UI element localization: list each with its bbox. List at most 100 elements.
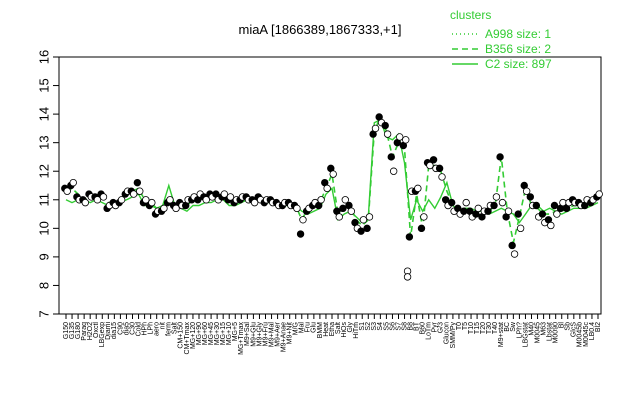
legend-entry-label: A998 size: 1 [485,27,551,41]
data-point-open [371,124,380,133]
x-tick-label: HiOs [341,322,348,338]
data-point-open [329,170,337,178]
x-tick-label: Salt [172,322,179,334]
x-tick-label: M9+Glu [250,322,257,347]
x-tick-label: M0045b [577,322,584,347]
data-point-open [420,213,428,221]
data-point-open [317,196,325,204]
x-tick-label: LoTm [426,322,433,340]
y-tick-label: 7 [36,310,51,317]
data-point-open [414,184,422,193]
x-tick-label: BMM [317,322,324,339]
x-tick-label: Lbstat [546,322,553,341]
x-tick-label: M0045 [534,322,541,344]
data-point-open [359,216,368,224]
data-point-open [166,196,174,204]
data-point-open [389,167,398,175]
x-tick-label: M9+Sal [244,322,251,346]
x-tick-label: LBGexp [99,322,106,347]
x-tick-label: M40 [528,322,535,336]
x-tick-label: dia5 [123,322,130,335]
data-point-open [293,204,301,213]
x-tick-label: M9+Fru [262,322,269,346]
x-tick-label: S5 [383,322,390,331]
data-point-open [498,198,507,207]
x-tick-label: Cold [135,322,142,337]
x-tick-label: SMM/Py [450,322,457,349]
data-point-open [136,187,144,195]
data-point-open [341,196,349,204]
x-tick-label: BC [504,322,511,332]
data-point-open [160,204,168,213]
x-tick-label: T30 [486,322,493,334]
data-point-open [335,213,343,221]
data-point-filled [526,193,534,201]
data-point-filled [490,201,498,210]
x-tick-label: G/3 [438,322,445,333]
x-tick-label: aero [154,322,161,336]
x-tick-label: Pyr [432,321,439,332]
x-tick-label: MG+30 [214,322,221,345]
x-tick-label: Salt [335,322,342,334]
data-point-open [474,204,482,213]
data-point-filled [363,224,371,233]
x-tick-label: M0045c [583,322,590,347]
x-tick-label: S3 [371,322,378,331]
data-point-open [504,207,513,215]
data-point-open [365,213,374,221]
x-tick-label: S4 [377,322,384,331]
x-tick-label: Glucon [444,322,451,344]
data-point-open [142,196,150,204]
x-tick-label: C30 [129,322,136,335]
x-tick-label: M9+Anae [280,322,287,352]
data-point-open [226,193,235,201]
x-tick-label: S7 [395,322,402,331]
data-point-open [510,250,519,258]
x-tick-label: Heat [323,322,330,337]
data-point-filled [296,230,305,238]
x-tick-label: ferm [166,322,173,336]
x-tick-label: T20 [480,322,487,334]
data-point-open [93,196,102,204]
x-tick-label: B60 [420,322,427,335]
data-point-open [129,190,138,198]
legend-entry-label: C2 size: 897 [485,57,552,71]
y-tick-label: 11 [36,193,51,207]
data-point-filled [550,201,559,210]
data-point-open [63,187,71,195]
data-point-open [250,198,259,207]
y-tick-label: 16 [36,50,51,64]
plot-frame [58,56,602,315]
x-tick-label: Fru [305,322,312,333]
data-point-filled [435,164,444,173]
data-point-open [81,198,90,207]
legend-title: clusters [450,8,491,22]
x-tick-label: M9+Nit [287,322,294,344]
data-point-filled [417,224,426,233]
y-tick-label: 14 [36,107,51,121]
x-tick-label: G150 [63,322,70,339]
data-point-filled [514,210,522,218]
x-tick-label: T10 [468,322,475,334]
x-tick-label: CM+Tmax [184,322,191,355]
legend-entry-label: B356 size: 2 [485,42,551,56]
x-tick-label: T40 [492,322,499,334]
y-tick-label: 8 [36,282,51,289]
x-tick-label: S6 [389,322,396,331]
x-tick-label: G135 [69,322,76,339]
x-tick-label: H2O2 [87,322,94,340]
x-tick-label: BT [413,321,420,331]
data-point-filled [460,207,468,215]
x-tick-label: T0 [456,322,463,330]
x-tick-label: Bl [559,322,566,329]
x-tick-label: LBGstat [522,322,529,347]
x-tick-label: M9+Aer [274,321,281,346]
x-tick-label: Paraq [81,322,88,341]
x-tick-label: G180 [75,322,82,339]
data-point-filled [448,198,456,207]
y-tick-label: 9 [36,253,51,260]
x-tick-label: B8 [407,322,414,331]
x-tick-label: Sw [510,321,517,332]
